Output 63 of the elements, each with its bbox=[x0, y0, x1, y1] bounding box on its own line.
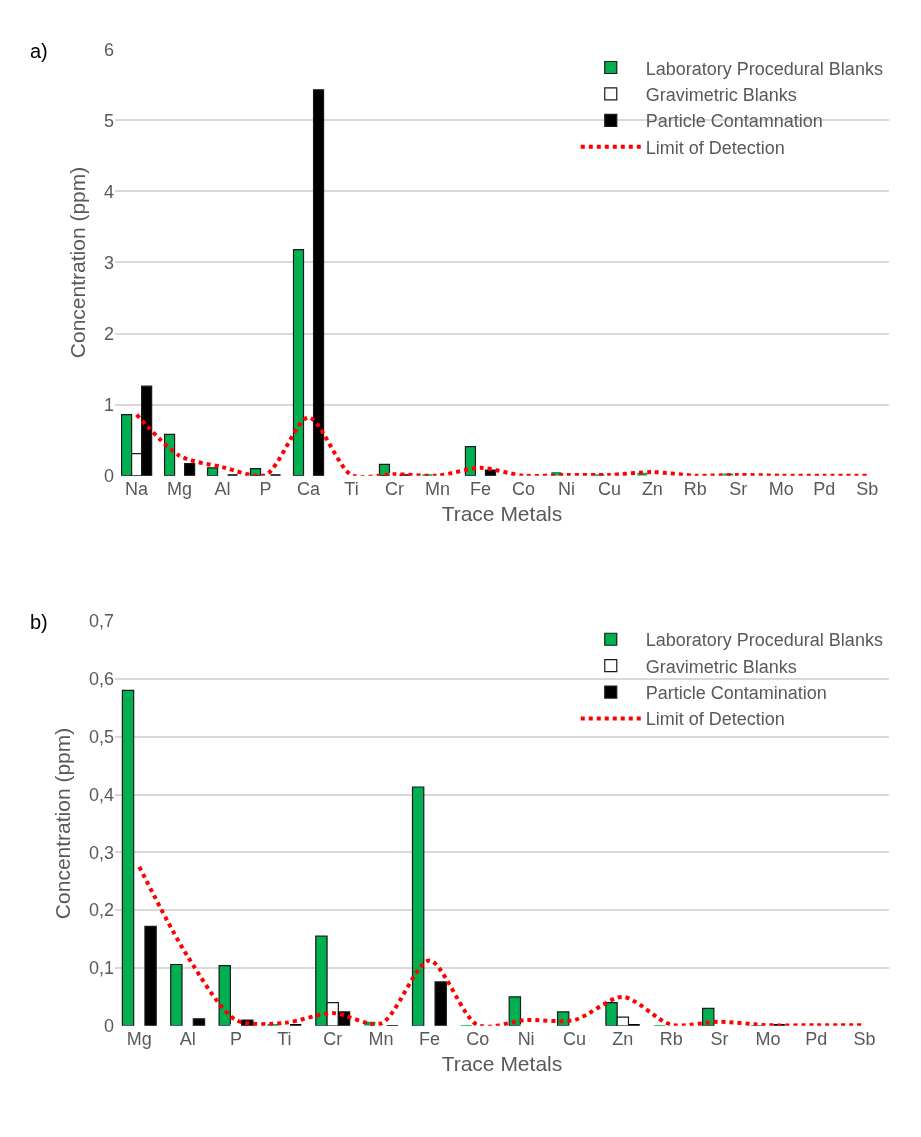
legend-label: Laboratory Procedural Blanks bbox=[645, 630, 883, 651]
x-tick-label: Cu bbox=[597, 478, 621, 499]
y-tick-label: 0,6 bbox=[89, 669, 115, 690]
y-tick-label: 4 bbox=[104, 181, 115, 202]
x-tick-label: Rb bbox=[659, 1028, 683, 1049]
x-tick-label: Mn bbox=[368, 1028, 394, 1049]
x-tick-label: Na bbox=[125, 478, 150, 499]
x-tick-label: Ca bbox=[297, 478, 322, 499]
x-tick-label: Pd bbox=[813, 478, 836, 499]
y-tick-label: 5 bbox=[104, 110, 115, 131]
chart-title: a) bbox=[30, 40, 48, 62]
x-tick-label: Cu bbox=[562, 1028, 586, 1049]
legend-label: Particle Contamnation bbox=[645, 111, 823, 132]
x-tick-label: Fe bbox=[418, 1028, 440, 1049]
y-axis-title: Concentration (ppm) bbox=[66, 166, 90, 359]
y-tick-label: 0,5 bbox=[89, 727, 115, 747]
x-tick-label: Ni bbox=[557, 478, 575, 499]
x-tick-label: Zn bbox=[612, 1028, 634, 1049]
legend-label: Gravimetric Blanks bbox=[645, 84, 797, 105]
x-tick-label: P bbox=[230, 1028, 243, 1049]
y-tick-label: 0 bbox=[104, 1016, 115, 1037]
y-axis-title: Concentration (ppm) bbox=[51, 727, 75, 920]
x-tick-label: Mo bbox=[755, 1028, 781, 1049]
x-axis-title: Trace Metals bbox=[441, 1052, 563, 1076]
x-tick-label: Mn bbox=[424, 478, 450, 499]
x-tick-label: Zn bbox=[641, 478, 663, 499]
legend-label: Laboratory Procedural Blanks bbox=[645, 58, 883, 79]
x-tick-label: Ni bbox=[517, 1028, 535, 1049]
x-tick-label: Fe bbox=[469, 478, 491, 499]
x-tick-label: Ti bbox=[344, 478, 359, 499]
y-tick-label: 0 bbox=[104, 465, 115, 486]
legend-label: Particle Contamination bbox=[645, 683, 827, 704]
x-tick-label: Cr bbox=[323, 1028, 343, 1049]
x-tick-label: Rb bbox=[683, 478, 707, 499]
x-tick-label: Sb bbox=[853, 1028, 876, 1049]
x-tick-label: Al bbox=[214, 478, 231, 499]
legend-label: Limit of Detection bbox=[645, 137, 785, 158]
y-tick-label: 0,7 bbox=[89, 611, 115, 632]
x-tick-label: Cr bbox=[384, 478, 404, 499]
x-tick-label: Pd bbox=[805, 1028, 828, 1049]
x-tick-label: Co bbox=[511, 478, 535, 499]
y-tick-label: 0,3 bbox=[89, 842, 115, 863]
x-tick-label: Sb bbox=[856, 478, 879, 499]
x-tick-label: Mg bbox=[126, 1028, 152, 1049]
x-tick-label: Co bbox=[466, 1028, 490, 1049]
y-tick-label: 6 bbox=[104, 39, 115, 60]
x-tick-label: Al bbox=[179, 1028, 196, 1049]
x-tick-label: Sr bbox=[710, 1028, 729, 1049]
legend-label: Limit of Detection bbox=[645, 709, 785, 730]
legend-label: Gravimetric Blanks bbox=[645, 656, 797, 677]
x-tick-label: Ti bbox=[277, 1028, 292, 1049]
y-tick-label: 0,4 bbox=[89, 784, 115, 805]
y-tick-label: 2 bbox=[104, 323, 115, 344]
chart-title: b) bbox=[30, 611, 48, 633]
x-tick-label: P bbox=[259, 478, 272, 499]
y-tick-label: 0,2 bbox=[89, 900, 115, 921]
x-tick-label: Sr bbox=[729, 478, 748, 499]
x-tick-label: Mo bbox=[768, 478, 794, 499]
y-tick-label: 3 bbox=[104, 252, 115, 273]
x-tick-label: Mg bbox=[167, 478, 193, 499]
y-tick-label: 0,1 bbox=[89, 958, 115, 979]
x-axis-title: Trace Metals bbox=[441, 501, 563, 525]
y-tick-label: 1 bbox=[104, 394, 115, 415]
